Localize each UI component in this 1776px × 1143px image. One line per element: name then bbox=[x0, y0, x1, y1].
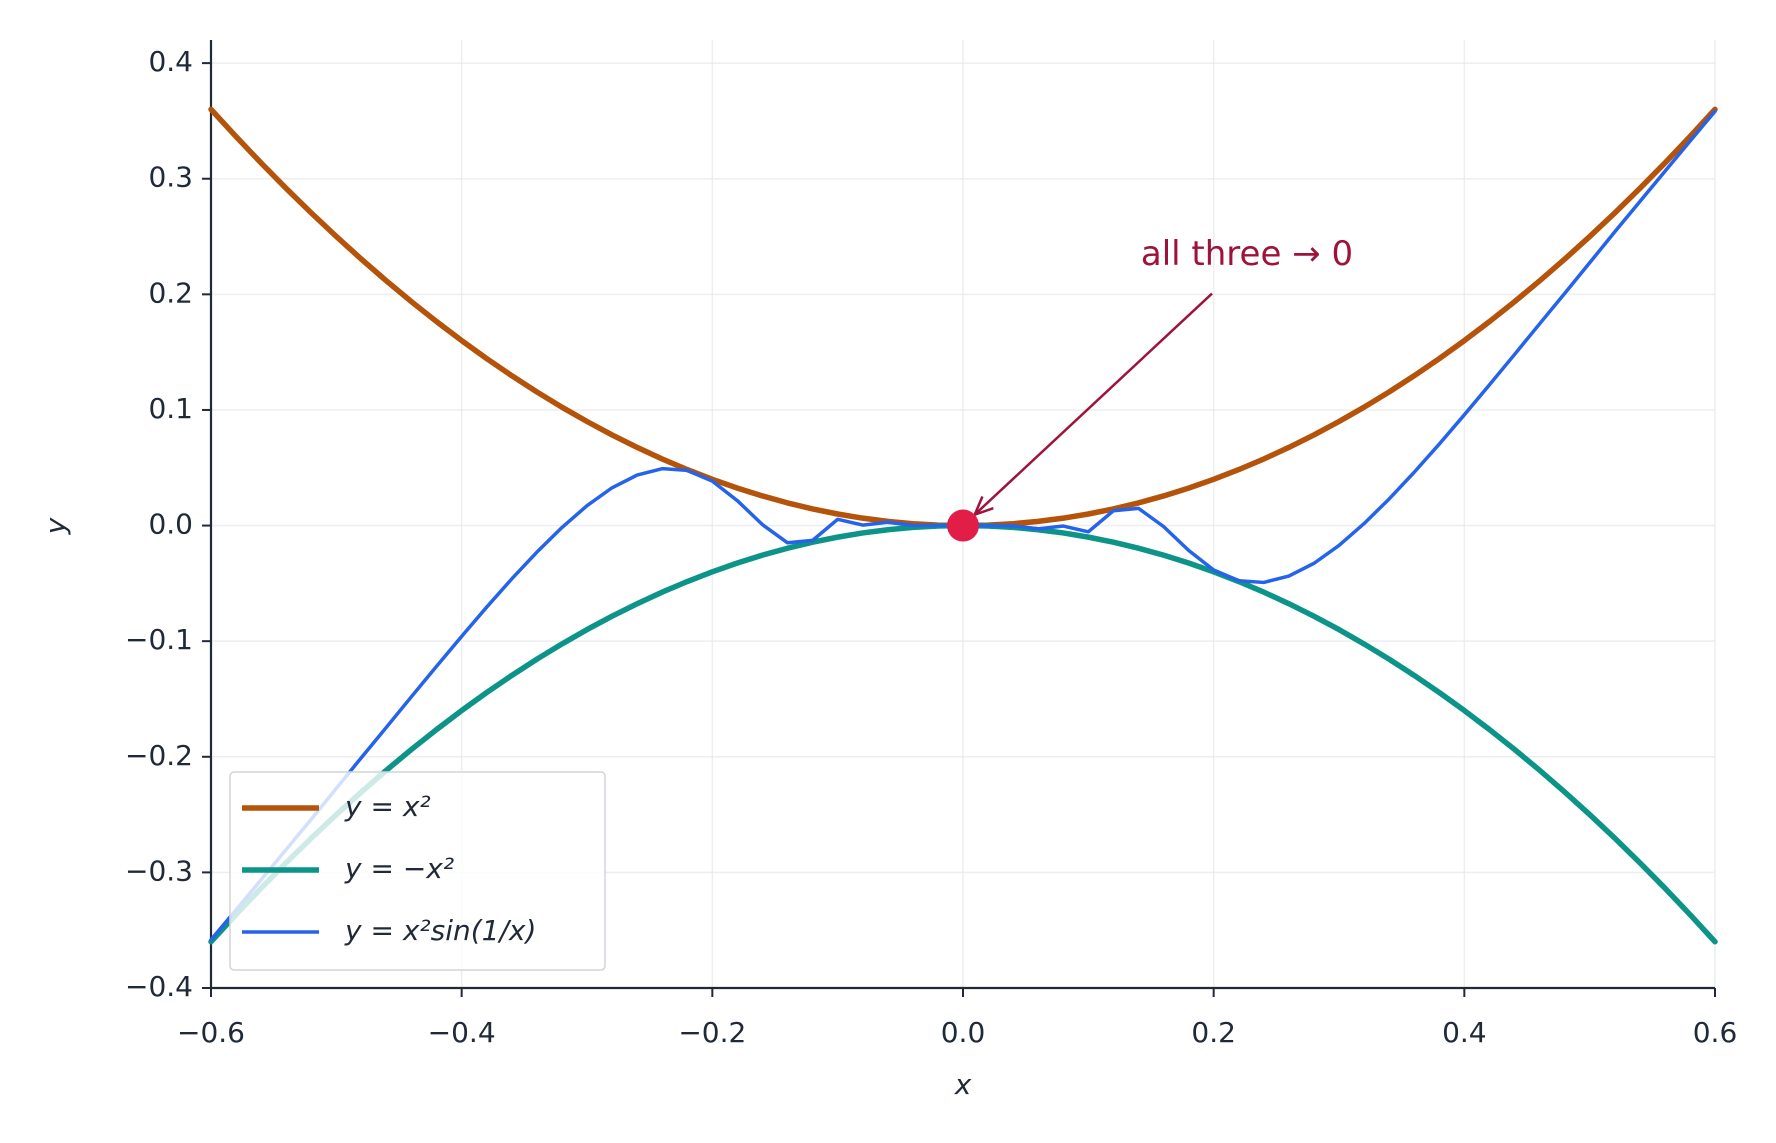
y-axis-label: y bbox=[39, 517, 72, 535]
x-tick-label: −0.6 bbox=[177, 1016, 245, 1049]
annotation-arrow bbox=[973, 292, 1213, 516]
y-tick-label: −0.2 bbox=[125, 739, 193, 772]
y-tick-label: −0.3 bbox=[125, 854, 193, 887]
y-tick-label: 0.3 bbox=[148, 161, 193, 194]
x-tick-label: −0.4 bbox=[428, 1016, 496, 1049]
x-tick-label: 0.2 bbox=[1191, 1016, 1236, 1049]
y-tick-label: 0.1 bbox=[148, 392, 193, 425]
y-tick-label: 0.0 bbox=[148, 508, 193, 541]
annotation-text: all three → 0 bbox=[1141, 234, 1353, 274]
y-tick-label: 0.4 bbox=[148, 45, 193, 78]
x-tick-label: 0.4 bbox=[1442, 1016, 1487, 1049]
y-tick-label: −0.4 bbox=[125, 970, 193, 1003]
legend-label: y = x² bbox=[344, 790, 431, 823]
x-tick-label: 0.6 bbox=[1693, 1016, 1738, 1049]
x-tick-label: −0.2 bbox=[678, 1016, 746, 1049]
y-tick-label: −0.1 bbox=[125, 623, 193, 656]
legend-box bbox=[229, 771, 606, 971]
annotation-point bbox=[947, 509, 979, 542]
legend-label: y = −x² bbox=[344, 852, 454, 885]
y-tick-label: 0.2 bbox=[148, 276, 193, 309]
x-tick-label: 0.0 bbox=[941, 1016, 986, 1049]
legend: y = x² y = −x² y = x²sin(1/x) bbox=[229, 771, 606, 971]
legend-label: y = x²sin(1/x) bbox=[344, 914, 536, 947]
x-axis-label: x bbox=[954, 1068, 972, 1101]
